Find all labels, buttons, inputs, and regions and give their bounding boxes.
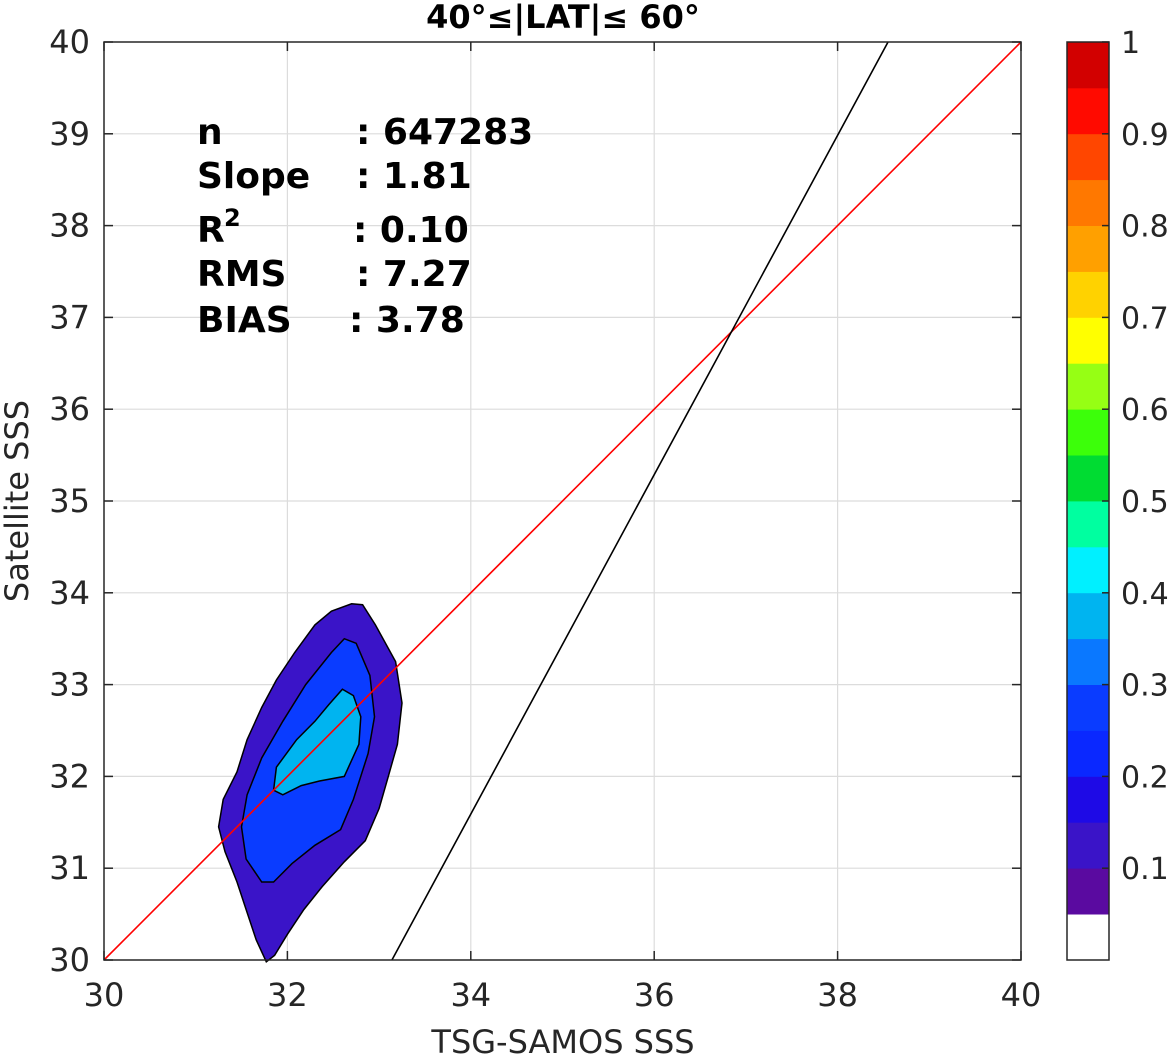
- colorbar-segment: [1067, 42, 1109, 89]
- stat-value: : 7.27: [356, 254, 472, 295]
- colorbar-tick-label: 1: [1121, 26, 1140, 61]
- stat-label: R: [197, 210, 225, 251]
- y-axis-label: Satellite SSS: [0, 400, 36, 602]
- stat-label: BIAS: [197, 300, 292, 341]
- stat-label: RMS: [197, 254, 286, 295]
- colorbar-tick-label: 0.5: [1121, 485, 1169, 520]
- colorbar-segment: [1067, 363, 1109, 410]
- colorbar-tick-label: 0.7: [1121, 301, 1169, 336]
- one-to-one-line: [103, 41, 1022, 961]
- regression-line: [391, 41, 889, 961]
- colorbar-segment: [1067, 133, 1109, 181]
- colorbar-segment: [1067, 822, 1109, 869]
- reference-lines: [103, 41, 1022, 961]
- colorbar-segment: [1067, 179, 1109, 226]
- colorbar-segment: [1067, 546, 1109, 594]
- y-tick-label: 36: [49, 390, 90, 428]
- y-tick-label: 39: [49, 115, 90, 153]
- stat-value: : 0.10: [353, 210, 469, 251]
- y-tick-label: 32: [49, 757, 90, 795]
- colorbar-segment: [1067, 868, 1109, 915]
- colorbar-segment: [1067, 914, 1109, 961]
- stat-value: : 3.78: [349, 300, 465, 341]
- stat-label: Slope: [197, 156, 310, 197]
- colorbar-segment: [1067, 501, 1109, 548]
- colorbar-segment: [1067, 592, 1109, 640]
- x-tick-label: 36: [634, 976, 675, 1014]
- y-tick-label: 37: [49, 298, 90, 336]
- colorbar-segment: [1067, 776, 1109, 823]
- axis-ticks: 30 32 34 36 38 40 30 31 32 33 34 35 36 37 38 39 40: [49, 23, 1041, 1014]
- colorbar-segment: [1067, 730, 1109, 777]
- colorbar-tick-label: 0.3: [1121, 669, 1169, 704]
- colorbar: 0.1 0.2 0.3 0.4 0.5 0.6 0.7 0.8 0.9 1: [1066, 26, 1169, 961]
- colorbar-tick-label: 0.4: [1121, 577, 1169, 612]
- x-tick-label: 34: [450, 976, 491, 1014]
- y-tick-label: 33: [49, 666, 90, 704]
- colorbar-segment: [1067, 684, 1109, 731]
- x-tick-label: 38: [817, 976, 858, 1014]
- colorbar-tick-label: 0.1: [1121, 852, 1169, 887]
- stat-label: n: [197, 112, 223, 153]
- colorbar-segment: [1067, 409, 1109, 456]
- stat-value: : 1.81: [356, 156, 472, 197]
- colorbar-segment: [1067, 317, 1109, 364]
- x-tick-label: 40: [1001, 976, 1042, 1014]
- colorbar-tick-label: 0.9: [1121, 118, 1169, 153]
- colorbar-tick-label: 0.6: [1121, 393, 1169, 428]
- y-tick-label: 31: [49, 849, 90, 887]
- colorbar-segment: [1067, 87, 1109, 135]
- stat-value: : 647283: [356, 112, 533, 153]
- colorbar-segment: [1067, 271, 1109, 318]
- x-tick-label: 30: [84, 976, 125, 1014]
- x-tick-label: 32: [267, 976, 308, 1014]
- y-tick-label: 35: [49, 482, 90, 520]
- chart-title: 40°≤|LAT|≤ 60°: [426, 0, 700, 37]
- stats-box: n : 647283 Slope : 1.81 R 2 : 0.10 RMS : 7.27 BIA…: [197, 112, 533, 341]
- colorbar-segment: [1067, 638, 1109, 685]
- colorbar-tick-label: 0.8: [1121, 210, 1169, 245]
- y-tick-label: 34: [49, 574, 90, 612]
- stat-label-superscript: 2: [224, 204, 241, 232]
- colorbar-tick-label: 0.2: [1121, 760, 1169, 795]
- colorbar-segment: [1067, 225, 1109, 272]
- y-tick-label: 40: [49, 23, 90, 61]
- colorbar-segment: [1067, 455, 1109, 502]
- x-axis-label: TSG-SAMOS SSS: [430, 1023, 694, 1055]
- y-tick-label: 38: [49, 207, 90, 245]
- y-tick-label: 30: [49, 941, 90, 979]
